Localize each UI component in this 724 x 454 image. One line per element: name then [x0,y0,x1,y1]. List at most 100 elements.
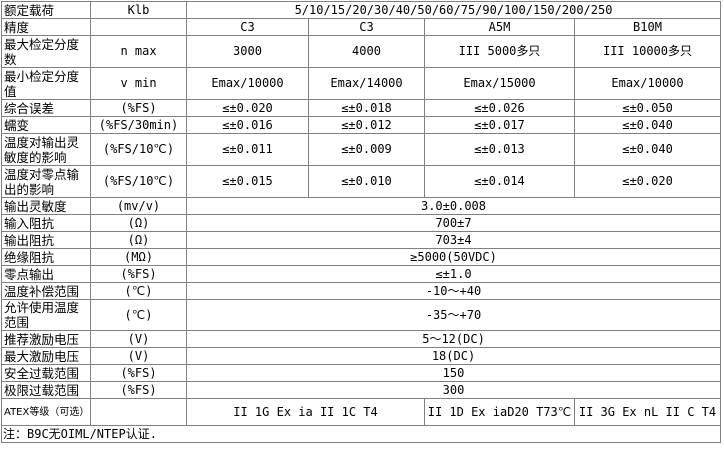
note-text: 注：B9C无OIML/NTEP认证. [0,425,722,443]
row-unit [90,398,187,426]
cell: ≤±0.026 [424,99,575,117]
precision-row: 精度 C3 C3 A5M B10M [1,18,722,36]
cell: ≤±0.013 [424,133,575,166]
spec-row: 输出灵敏度 (mv/v) 3.0±0.008 [1,197,722,215]
row-unit: (%FS) [90,364,187,382]
rated-load-row: 额定载荷 Klb 5/10/15/20/30/40/50/60/75/90/10… [1,1,722,19]
row-unit: (Ω) [90,214,187,232]
spec-row: 推荐激励电压 (V) 5～12(DC) [1,330,722,348]
cell: ≤±0.020 [573,165,722,198]
spec-row: 极限过载范围 (%FS) 300 [1,381,722,399]
row-label: 温度对输出灵敏度的影响 [1,133,91,166]
row-unit: (Ω) [90,231,187,249]
row-unit: Klb [90,1,187,19]
spec-row: 最大激励电压 (V) 18(DC) [1,347,722,365]
row-label: 蠕变 [1,116,91,134]
cell: ≤±0.017 [424,116,575,134]
spec-table: 额定载荷 Klb 5/10/15/20/30/40/50/60/75/90/10… [0,1,722,443]
cell: ≤±0.040 [573,133,722,166]
row-value: 300 [185,381,722,399]
row-unit: (V) [90,347,187,365]
cell: ≤±0.040 [573,116,722,134]
row-unit: (mv/v) [90,197,187,215]
cell: III 5000多只 [424,35,575,68]
cell: ≤±0.018 [308,99,425,117]
row-label: 综合误差 [1,99,91,117]
spec-row: 输出阻抗 (Ω) 703±4 [1,231,722,249]
cell: III 10000多只 [573,35,722,68]
row-unit: (%FS/30min) [90,116,187,134]
spec-row: 温度补偿范围 (℃) -10～+40 [1,282,722,300]
cell: Emax/15000 [424,67,575,100]
spec-row: 温度对零点输出的影响 (%FS/10℃) ≤±0.015 ≤±0.010 ≤±0.014… [1,165,722,198]
row-label: 最大激励电压 [1,347,91,365]
cell: Emax/10000 [573,67,722,100]
cell: B10M [573,18,722,36]
row-value: ≥5000(50VDC) [185,248,722,266]
cell: ≤±0.012 [308,116,425,134]
row-unit: (MΩ) [90,248,187,266]
row-unit: (%FS) [90,99,187,117]
row-unit: v min [90,67,187,100]
spec-row: 允许使用温度范围 (℃) -35～+70 [1,299,722,331]
row-label: 精度 [1,18,91,36]
row-unit: n max [90,35,187,68]
row-label: 温度对零点输出的影响 [1,165,91,198]
row-value: 5～12(DC) [185,330,722,348]
cell: 4000 [308,35,425,68]
row-value: 703±4 [185,231,722,249]
row-unit: (%FS/10℃) [90,165,187,198]
cell: ≤±0.015 [186,165,309,198]
cell: C3 [308,18,425,36]
spec-row: 最小检定分度值 v min Emax/10000 Emax/14000 Emax/150… [1,67,722,100]
spec-row: 零点输出 (%FS) ≤±1.0 [1,265,722,283]
atex-row: ATEX等级（可选） II 1G Ex ia II 1C T4 II 1D Ex i… [1,398,722,426]
cell: ≤±0.010 [308,165,425,198]
row-unit: (%FS/10℃) [90,133,187,166]
note-row: 注：B9C无OIML/NTEP认证. [0,425,722,443]
row-unit: (%FS) [90,265,187,283]
row-value: ≤±1.0 [185,265,722,283]
row-label: 允许使用温度范围 [1,299,91,331]
row-label: 输入阻抗 [1,214,91,232]
row-unit: (V) [90,330,187,348]
cell: Emax/14000 [308,67,425,100]
row-value: 150 [185,364,722,382]
row-label: 最大检定分度数 [1,35,91,68]
spec-row: 最大检定分度数 n max 3000 4000 III 5000多只 III 10000多… [1,35,722,68]
row-unit: (℃) [90,299,187,331]
cell: C3 [186,18,309,36]
spec-row: 温度对输出灵敏度的影响 (%FS/10℃) ≤±0.011 ≤±0.009 ≤±0.01… [1,133,722,166]
row-value: -10～+40 [185,282,722,300]
cell: ≤±0.009 [308,133,425,166]
row-unit: (℃) [90,282,187,300]
row-label: ATEX等级（可选） [1,398,91,426]
row-value: 3.0±0.008 [185,197,722,215]
row-value: 700±7 [185,214,722,232]
row-unit: (%FS) [90,381,187,399]
cell: ≤±0.011 [186,133,309,166]
cell: II 1G Ex ia II 1C T4 [186,398,425,426]
row-label: 安全过载范围 [1,364,91,382]
spec-row: 输入阻抗 (Ω) 700±7 [1,214,722,232]
row-unit [90,18,187,36]
cell: II 1D Ex iaD20 T73℃ [424,398,575,426]
row-label: 输出灵敏度 [1,197,91,215]
rated-load-value: 5/10/15/20/30/40/50/60/75/90/100/150/200… [185,1,722,19]
cell: ≤±0.050 [573,99,722,117]
cell: ≤±0.014 [424,165,575,198]
cell: II 3G Ex nL II C T4 [573,398,722,426]
row-label: 最小检定分度值 [1,67,91,100]
cell: ≤±0.020 [186,99,309,117]
spec-row: 蠕变 (%FS/30min) ≤±0.016 ≤±0.012 ≤±0.017 ≤±0.04… [1,116,722,134]
cell: A5M [424,18,575,36]
row-label: 绝缘阻抗 [1,248,91,266]
spec-row: 综合误差 (%FS) ≤±0.020 ≤±0.018 ≤±0.026 ≤±0.050 [1,99,722,117]
row-label: 温度补偿范围 [1,282,91,300]
row-value: -35～+70 [185,299,722,331]
row-value: 18(DC) [185,347,722,365]
cell: ≤±0.016 [186,116,309,134]
row-label: 输出阻抗 [1,231,91,249]
spec-row: 绝缘阻抗 (MΩ) ≥5000(50VDC) [1,248,722,266]
row-label: 额定载荷 [1,1,91,19]
